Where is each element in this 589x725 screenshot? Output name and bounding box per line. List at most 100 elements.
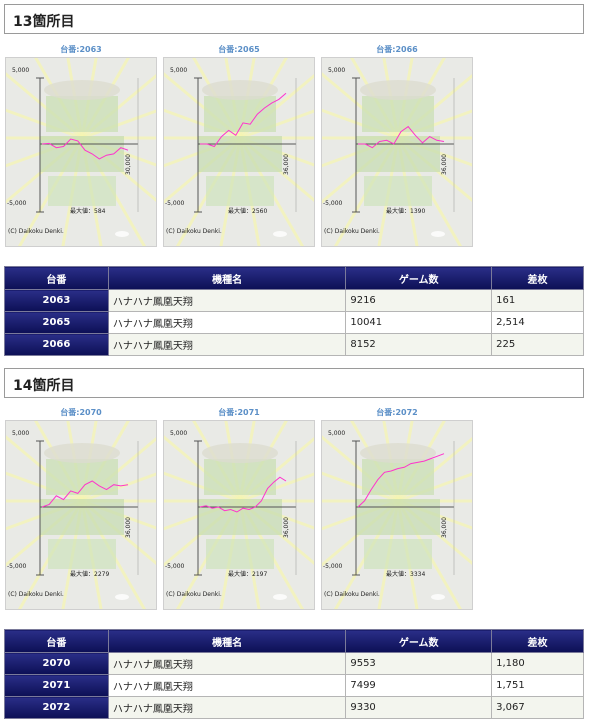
payout-line	[200, 92, 287, 148]
table-row: 2070 ハナハナ鳳凰天翔 9553 1,180	[4, 652, 584, 675]
x-range-label: 36,000	[283, 154, 290, 175]
graph-svg	[322, 58, 472, 246]
header-unit: 台番	[4, 629, 109, 653]
table-header-row: 台番 機種名 ゲーム数 差枚	[4, 629, 584, 653]
graph-caption[interactable]: 台番:2071	[218, 408, 260, 417]
max-value-label: 最大値：3334	[386, 571, 426, 578]
table-row: 2066 ハナハナ鳳凰天翔 8152 225	[4, 333, 584, 356]
y-bottom-label: -5,000	[165, 563, 185, 570]
graph-panel: 5,000 -5,000 36,000 最大値：2279 (C) Daikoku Den…	[5, 420, 157, 610]
graph-svg	[6, 58, 156, 246]
model-name: ハナハナ鳳凰天翔	[107, 696, 347, 719]
game-count: 9216	[345, 289, 493, 312]
payout-line	[41, 480, 129, 508]
machine-table: 台番 機種名 ゲーム数 差枚 2070 ハナハナ鳳凰天翔 9553 1,180 …	[4, 629, 584, 719]
unit-number: 2063	[4, 289, 109, 312]
header-games: ゲーム数	[345, 266, 493, 290]
y-bottom-label: -5,000	[323, 563, 343, 570]
graph-decor-block	[206, 176, 274, 206]
unit-number: 2070	[4, 652, 109, 675]
graph-decor-block	[362, 459, 434, 495]
header-games: ゲーム数	[345, 629, 493, 653]
graph-caption[interactable]: 台番:2070	[60, 408, 102, 417]
graph-svg	[164, 421, 314, 609]
model-name: ハナハナ鳳凰天翔	[107, 311, 347, 334]
header-diff: 差枚	[491, 629, 584, 653]
graph-caption[interactable]: 台番:2065	[218, 45, 260, 54]
graph-decor-block	[206, 539, 274, 569]
diff-coins: 161	[491, 289, 584, 312]
y-top-label: 5,000	[328, 67, 346, 74]
section-header: 14箇所目	[4, 368, 584, 398]
section-title: 14箇所目	[13, 378, 75, 394]
max-value-label: 最大値：1390	[386, 208, 426, 215]
graph-decor-block	[356, 136, 440, 172]
coin-icon	[115, 594, 129, 600]
diff-coins: 3,067	[491, 696, 584, 719]
coin-icon	[431, 594, 445, 600]
header-unit: 台番	[4, 266, 109, 290]
x-range-label: 36,000	[441, 154, 448, 175]
table-row: 2071 ハナハナ鳳凰天翔 7499 1,751	[4, 674, 584, 697]
max-value-label: 最大値：2279	[70, 571, 110, 578]
graph-svg	[6, 421, 156, 609]
graph-panel: 5,000 -5,000 36,000 最大値：1390 (C) Daikoku Den…	[321, 57, 473, 247]
graph-decor-top	[360, 443, 436, 463]
graph-caption[interactable]: 台番:2066	[376, 45, 418, 54]
section-header: 13箇所目	[4, 4, 584, 34]
y-bottom-label: -5,000	[165, 200, 185, 207]
game-count: 8152	[345, 333, 493, 356]
y-top-label: 5,000	[12, 67, 30, 74]
x-range-label: 36,000	[283, 517, 290, 538]
header-model: 機種名	[107, 266, 347, 290]
graph-decor-top	[202, 443, 278, 463]
copyright-label: (C) Daikoku Denki.	[324, 228, 380, 235]
graph-caption[interactable]: 台番:2072	[376, 408, 418, 417]
graph-svg	[164, 58, 314, 246]
graph-decor-top	[44, 80, 120, 100]
coin-icon	[115, 231, 129, 237]
unit-number: 2072	[4, 696, 109, 719]
graph-caption[interactable]: 台番:2063	[60, 45, 102, 54]
y-top-label: 5,000	[170, 430, 188, 437]
y-bottom-label: -5,000	[7, 563, 27, 570]
max-value-label: 最大値：2197	[228, 571, 268, 578]
graph-decor-block	[48, 539, 116, 569]
graph-decor-block	[40, 499, 124, 535]
graph-panel: 5,000 -5,000 36,000 最大値：3334 (C) Daikoku Den…	[321, 420, 473, 610]
table-header-row: 台番 機種名 ゲーム数 差枚	[4, 266, 584, 290]
x-range-label: 36,000	[125, 517, 132, 538]
graph-decor-block	[198, 136, 282, 172]
model-name: ハナハナ鳳凰天翔	[107, 289, 347, 312]
unit-number: 2065	[4, 311, 109, 334]
graph-svg	[322, 421, 472, 609]
x-range-label: 30,000	[125, 154, 132, 175]
unit-number: 2066	[4, 333, 109, 356]
header-model: 機種名	[107, 629, 347, 653]
payout-line	[357, 453, 445, 508]
copyright-label: (C) Daikoku Denki.	[166, 591, 222, 598]
table-row: 2063 ハナハナ鳳凰天翔 9216 161	[4, 289, 584, 312]
machine-table: 台番 機種名 ゲーム数 差枚 2063 ハナハナ鳳凰天翔 9216 161 20…	[4, 266, 584, 356]
y-top-label: 5,000	[328, 430, 346, 437]
copyright-label: (C) Daikoku Denki.	[166, 228, 222, 235]
game-count: 9330	[345, 696, 493, 719]
graph-decor-block	[356, 499, 440, 535]
diff-coins: 225	[491, 333, 584, 356]
copyright-label: (C) Daikoku Denki.	[8, 228, 64, 235]
model-name: ハナハナ鳳凰天翔	[107, 333, 347, 356]
y-bottom-label: -5,000	[323, 200, 343, 207]
graph-decor-block	[40, 136, 124, 172]
game-count: 7499	[345, 674, 493, 697]
graph-decor-block	[204, 459, 276, 495]
graph-decor-block	[364, 539, 432, 569]
y-top-label: 5,000	[12, 430, 30, 437]
model-name: ハナハナ鳳凰天翔	[107, 652, 347, 675]
model-name: ハナハナ鳳凰天翔	[107, 674, 347, 697]
graph-decor-block	[364, 176, 432, 206]
diff-coins: 1,180	[491, 652, 584, 675]
graph-decor-block	[198, 499, 282, 535]
graph-panel: 5,000 -5,000 36,000 最大値：2560 (C) Daikoku Den…	[163, 57, 315, 247]
y-top-label: 5,000	[170, 67, 188, 74]
diff-coins: 1,751	[491, 674, 584, 697]
